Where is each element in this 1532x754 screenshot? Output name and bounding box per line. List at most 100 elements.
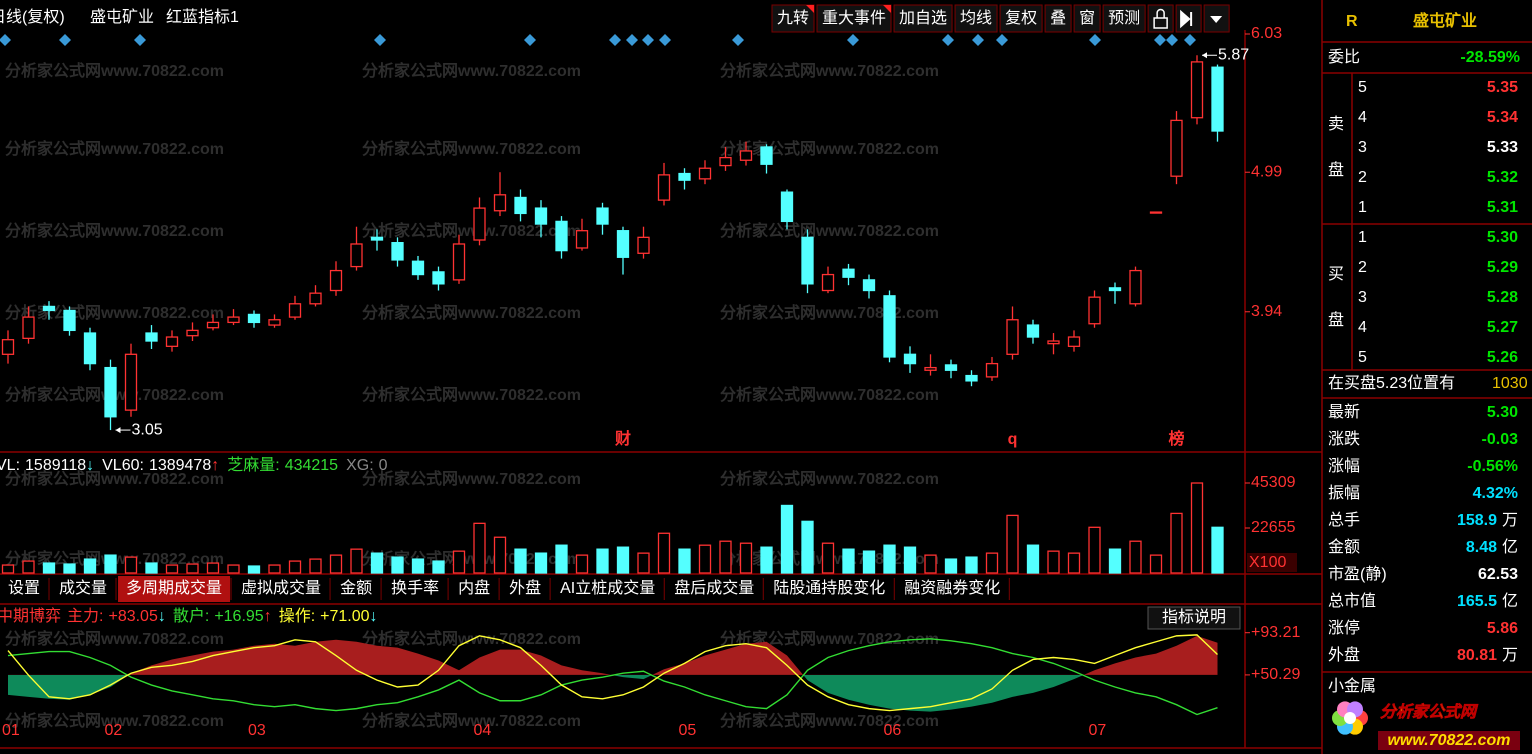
candle-body (678, 172, 691, 181)
toolbar-label[interactable]: 预测 (1108, 9, 1140, 27)
candle-body (411, 260, 425, 276)
volume-bar (862, 550, 876, 574)
tab[interactable] (118, 576, 231, 602)
signal-diamond (942, 34, 954, 46)
toolbar-label[interactable]: 窗 (1079, 9, 1095, 27)
tab-label[interactable]: 换手率 (391, 579, 439, 597)
volume-bar (63, 563, 76, 574)
legend-arrow: ↓ (370, 608, 378, 625)
candle-body (452, 243, 466, 281)
tab-label[interactable]: 设置 (8, 579, 40, 597)
logo-name: 分析家公式网 (1380, 703, 1479, 721)
x-tick-label: 05 (679, 722, 697, 739)
help-button[interactable] (1147, 606, 1241, 630)
toolbar-label[interactable]: 加自选 (899, 9, 947, 27)
stat-label: 最新 (1328, 403, 1360, 421)
level: 2 (1358, 259, 1367, 276)
level: 3 (1358, 139, 1367, 156)
toolbar-button[interactable] (1102, 4, 1146, 33)
toolbar-label[interactable]: 重大事件 (822, 9, 886, 27)
stat-value: 158.9 (1457, 512, 1497, 529)
extreme-label: 3.05 (132, 421, 163, 438)
stat-value: 8.48 (1466, 539, 1497, 556)
signal-diamond (609, 34, 621, 46)
legend-arrow: ↑ (211, 457, 219, 474)
tab[interactable] (233, 576, 330, 602)
tab-label[interactable]: 虚拟成交量 (241, 579, 321, 597)
candle-body (391, 242, 404, 261)
candle-body (83, 332, 97, 365)
watermark: 分析家公式网www.70822.com (362, 61, 581, 80)
tab[interactable] (51, 576, 116, 602)
candle-body (985, 362, 999, 378)
tab-label[interactable]: 融资融券变化 (904, 579, 1000, 597)
level: 4 (1358, 319, 1367, 336)
y-tick-label: 4.99 (1251, 163, 1282, 180)
tab[interactable] (0, 576, 49, 602)
legend-name: 操作: (279, 607, 315, 625)
legend-value: 434215 (285, 457, 338, 474)
toolbar-button[interactable] (816, 4, 892, 33)
volume-bar (165, 564, 179, 574)
tab[interactable] (765, 576, 894, 602)
help-label[interactable]: 指标说明 (1162, 608, 1226, 626)
tab-label[interactable]: 金额 (340, 579, 372, 597)
tab-label[interactable]: AI立桩成交量 (560, 579, 655, 597)
toolbar-label[interactable]: 均线 (960, 9, 992, 27)
watermark: 分析家公式网www.70822.com (720, 469, 939, 488)
stat-value: -0.56% (1467, 458, 1518, 475)
tab-label[interactable]: 陆股通持股变化 (773, 579, 885, 597)
toolbar-button[interactable] (999, 4, 1043, 33)
tab[interactable] (896, 576, 1009, 602)
toolbar-button[interactable] (1073, 4, 1101, 33)
toolbar-button[interactable] (1044, 4, 1072, 33)
toolbar-label[interactable]: 叠 (1050, 9, 1066, 27)
toolbar-label[interactable]: 九转 (777, 9, 809, 27)
watermark: 分析家公式网www.70822.com (720, 711, 939, 730)
tab[interactable] (450, 576, 499, 602)
signal-diamond (1154, 34, 1166, 46)
volume-bar (83, 558, 97, 574)
volume-bar (842, 548, 855, 574)
signal-diamond (1184, 34, 1196, 46)
stat-value: 5.86 (1487, 620, 1518, 637)
tab-label[interactable]: 成交量 (59, 579, 107, 597)
candle-body (1067, 336, 1081, 347)
level: 5 (1358, 79, 1367, 96)
tab-label[interactable]: 内盘 (458, 578, 490, 597)
main-force-area-up (8, 635, 1218, 675)
toolbar-button[interactable] (771, 4, 815, 33)
candle-body (1026, 324, 1040, 338)
candle-body (514, 196, 527, 215)
volume-bar (965, 556, 978, 574)
volume-bar (1149, 554, 1163, 574)
candle-body (657, 174, 671, 201)
toolbar-button[interactable] (893, 4, 953, 33)
tab-label[interactable]: 外盘 (509, 578, 541, 597)
signal-diamond (847, 34, 859, 46)
toolbar-label[interactable]: 复权 (1005, 9, 1037, 27)
logo-center (1344, 712, 1356, 724)
signal-diamond (732, 34, 744, 46)
toolbar-button[interactable] (954, 4, 998, 33)
volume-bar (22, 560, 35, 574)
stat-label: 总手 (1328, 511, 1360, 529)
tab-label[interactable]: 多周期成交量 (126, 579, 222, 597)
period-label: 日线(复权) (0, 8, 65, 26)
tab[interactable] (666, 576, 763, 602)
tab[interactable] (383, 576, 448, 602)
signal-diamond (972, 34, 984, 46)
candle-body (1047, 340, 1060, 345)
candle-body (780, 191, 794, 223)
tab-label[interactable]: 盘后成交量 (674, 578, 754, 597)
candle-body (842, 268, 855, 278)
volume-bar (821, 542, 835, 574)
volume-bar (1170, 512, 1183, 574)
level: 4 (1358, 109, 1367, 126)
tab[interactable] (501, 576, 550, 602)
volume-bar (1108, 548, 1122, 574)
unit-label: X100 (1249, 554, 1286, 571)
tab[interactable] (332, 576, 381, 602)
tab[interactable] (552, 576, 664, 602)
